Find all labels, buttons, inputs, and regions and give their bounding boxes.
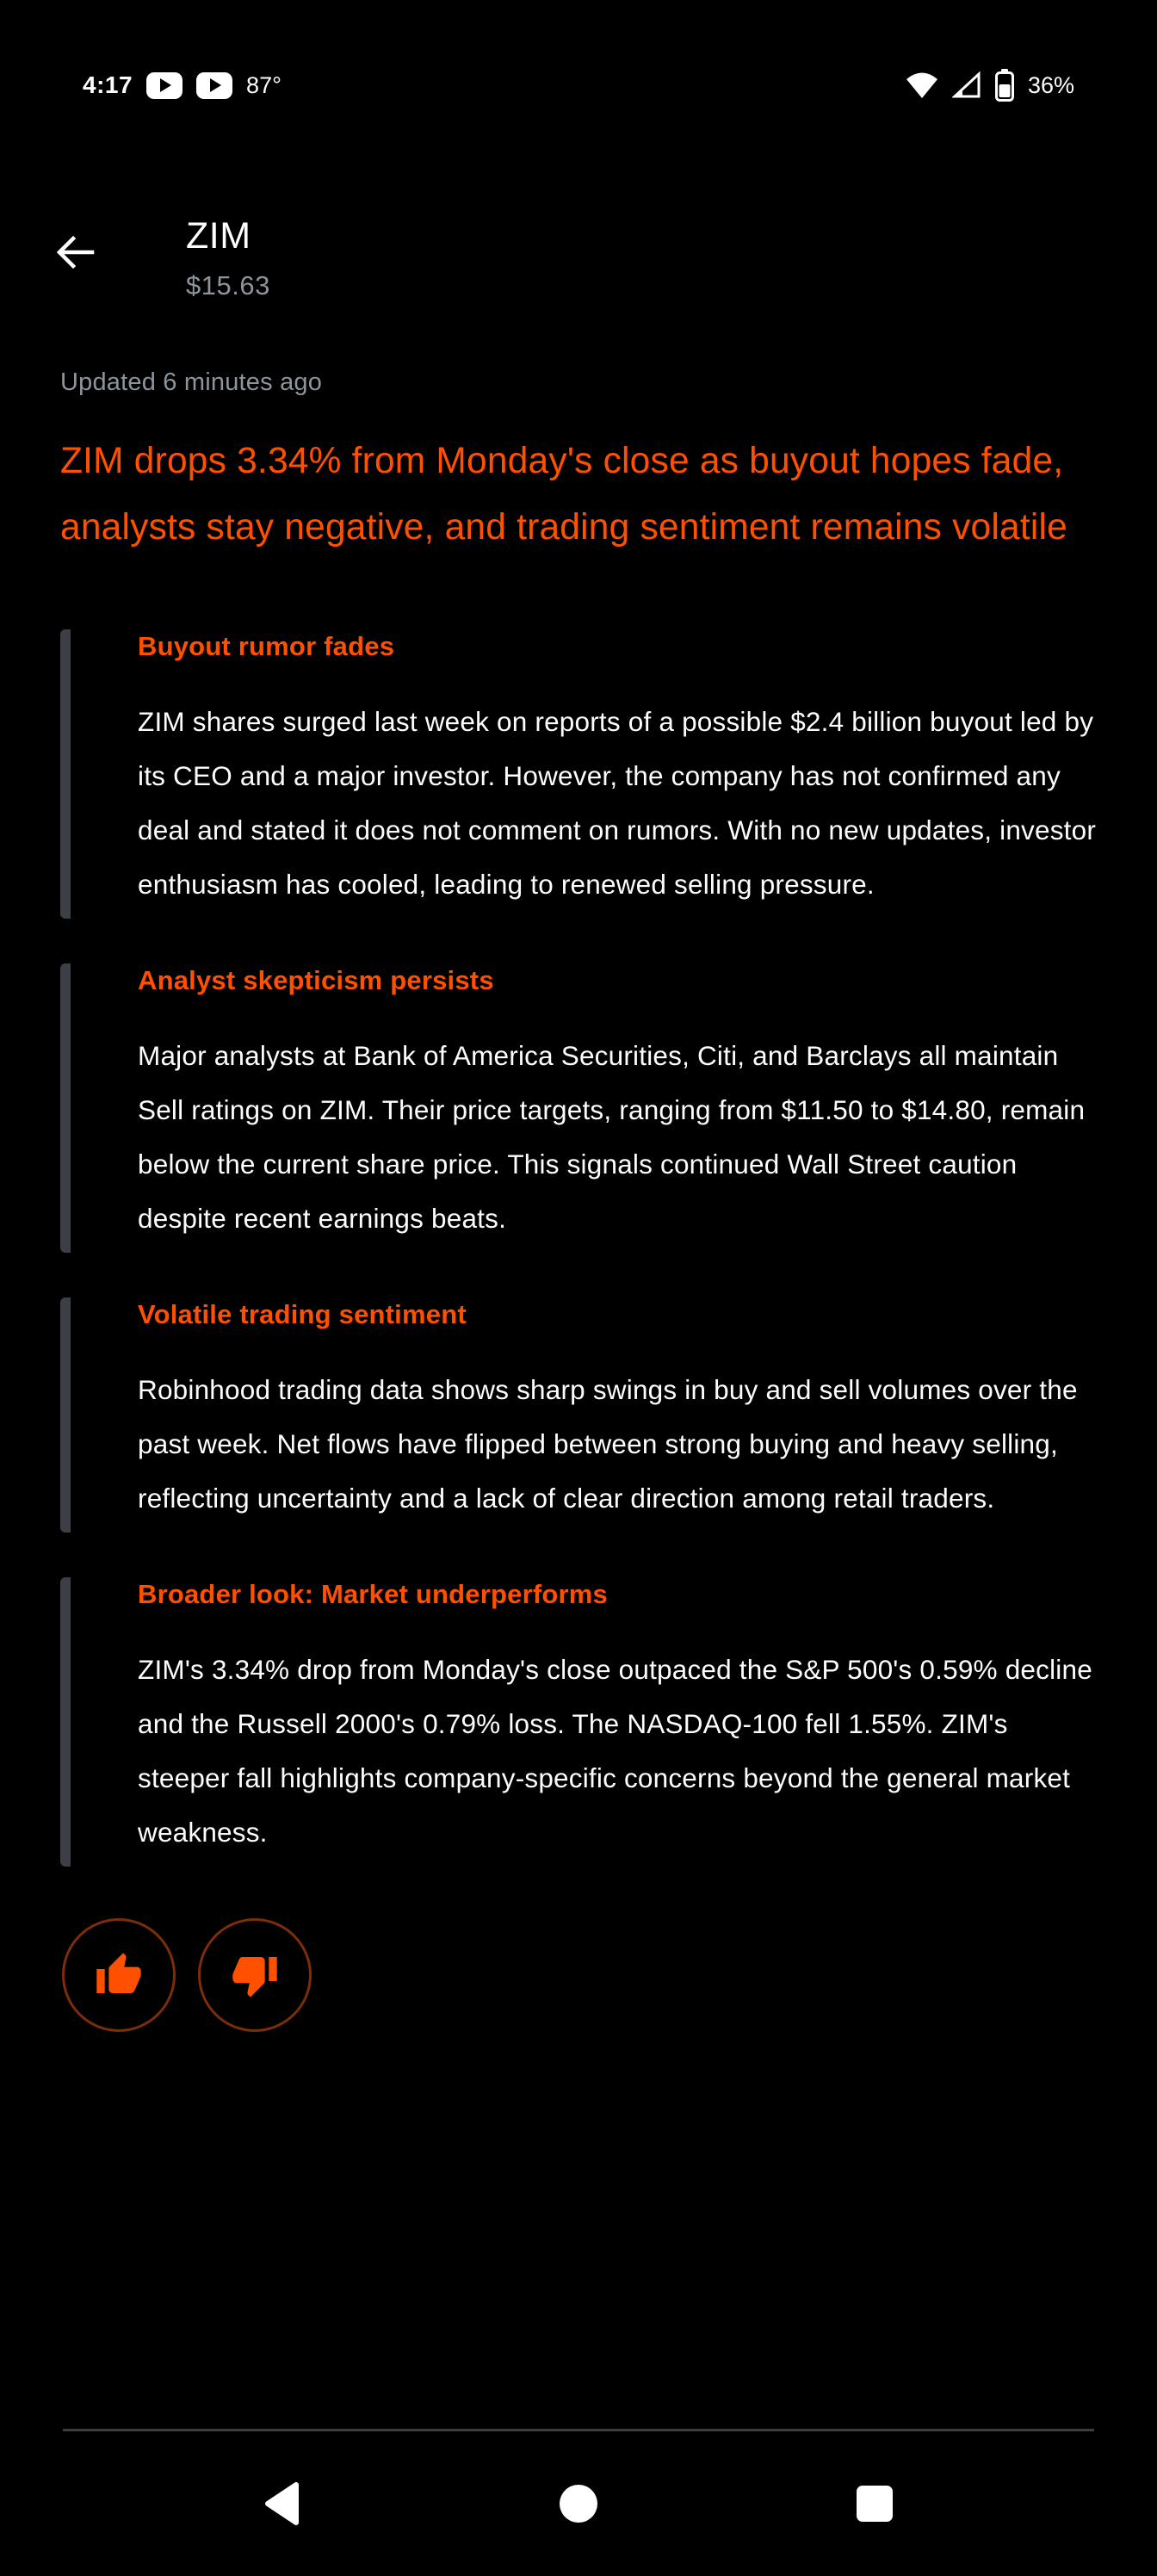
updated-timestamp: Updated 6 minutes ago <box>60 368 323 396</box>
youtube-notification-icon <box>146 71 183 99</box>
status-bar: 4:17 87° 36% <box>0 0 1157 107</box>
nav-back-button[interactable] <box>263 2480 300 2528</box>
section-volatile-sentiment: Volatile trading sentiment Robinhood tra… <box>60 1297 1102 1533</box>
header: ZIM $15.63 <box>0 215 1157 301</box>
section-heading: Broader look: Market underperforms <box>138 1579 608 1609</box>
article-headline: ZIM drops 3.34% from Monday's close as b… <box>60 441 1067 548</box>
android-nav-bar <box>0 2431 1157 2576</box>
thumbs-down-icon <box>232 1957 277 1997</box>
divider <box>63 2429 1094 2431</box>
page-title: ZIM <box>186 215 251 257</box>
section-buyout-rumor: Buyout rumor fades ZIM shares surged las… <box>60 629 1102 919</box>
section-heading: Buyout rumor fades <box>138 631 395 661</box>
section-body: ZIM's 3.34% drop from Monday's close out… <box>138 1654 1092 1848</box>
article-sections: Buyout rumor fades ZIM shares surged las… <box>60 629 1102 1867</box>
section-heading: Analyst skepticism persists <box>138 965 494 995</box>
bottom-area <box>0 2429 1157 2576</box>
section-market-underperforms: Broader look: Market underperforms ZIM's… <box>60 1577 1102 1867</box>
temperature: 87° <box>246 71 282 98</box>
clock: 4:17 <box>83 71 133 98</box>
feedback-buttons <box>62 1918 1157 2032</box>
stock-price: $15.63 <box>186 270 270 300</box>
section-analyst-skepticism: Analyst skepticism persists Major analys… <box>60 963 1102 1253</box>
thumbs-up-icon <box>96 1953 141 1993</box>
thumbs-up-button[interactable] <box>62 1918 176 2032</box>
nav-recents-button[interactable] <box>855 2484 894 2523</box>
section-body: ZIM shares surged last week on reports o… <box>138 706 1097 900</box>
nav-home-button[interactable] <box>558 2483 599 2524</box>
battery-percent: 36% <box>1027 71 1074 98</box>
section-body: Major analysts at Bank of America Securi… <box>138 1040 1086 1234</box>
cell-signal-icon <box>951 71 981 99</box>
section-body: Robinhood trading data shows sharp swing… <box>138 1374 1078 1514</box>
back-arrow-icon[interactable] <box>53 231 96 274</box>
section-heading: Volatile trading sentiment <box>138 1299 467 1329</box>
wifi-icon <box>906 71 938 99</box>
thumbs-down-button[interactable] <box>198 1918 312 2032</box>
youtube-notification-icon <box>196 71 233 99</box>
battery-icon <box>994 69 1014 102</box>
